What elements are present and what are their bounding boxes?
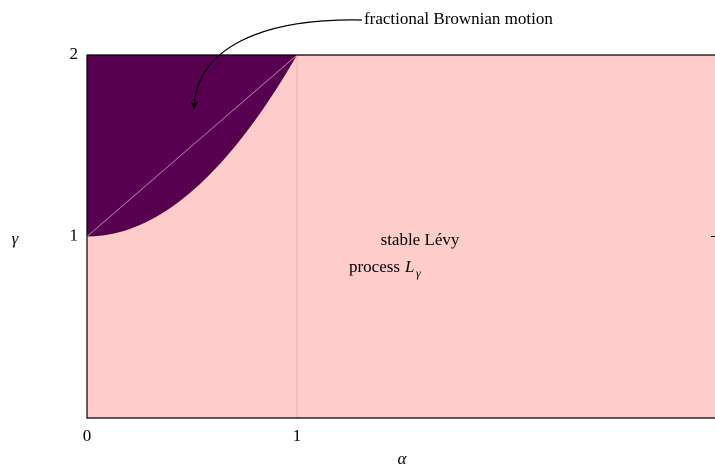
- annotation-arrow: [190, 19, 363, 110]
- region-label: stable Lévy: [381, 230, 460, 249]
- x-tick-label: 1: [293, 426, 302, 445]
- x-axis-label: α: [398, 449, 408, 468]
- y-axis-label: γ: [12, 229, 20, 248]
- region-label: process: [349, 257, 400, 276]
- axes: [86, 54, 715, 419]
- x-tick-label: 0: [83, 426, 92, 445]
- diagonal: [86, 54, 298, 237]
- annotation: fractional Brownian motion: [364, 9, 553, 28]
- region-symbol: L: [404, 257, 414, 276]
- y-tick-label: 2: [70, 44, 79, 63]
- region-subscript: γ: [416, 266, 421, 280]
- y-tick-label: 1: [70, 225, 79, 244]
- plot-area: [86, 54, 715, 419]
